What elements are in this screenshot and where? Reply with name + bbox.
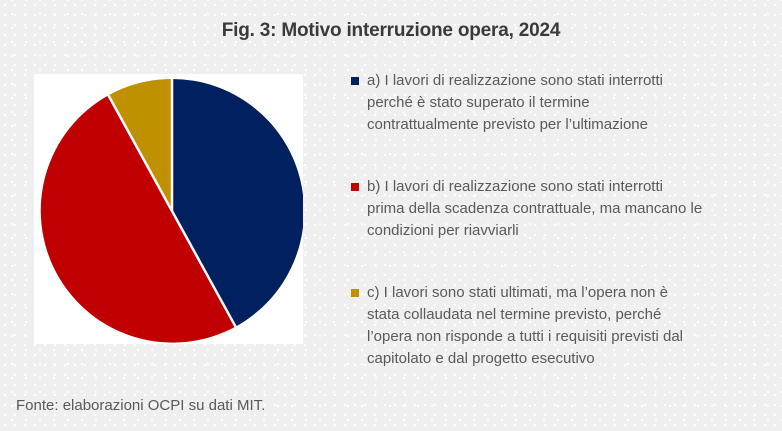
legend-marker-c [351, 289, 359, 297]
legend-marker-b [351, 183, 359, 191]
pie-slice-separator [107, 94, 174, 212]
legend-item-a: a) I lavori di realizzazione sono stati … [351, 70, 775, 136]
figure-title: Fig. 3: Motivo interruzione opera, 2024 [221, 20, 561, 41]
pie-slice-c [108, 79, 172, 211]
pie-panel [34, 74, 303, 344]
legend-label-c: c) I lavori sono stati ultimati, ma l’op… [367, 284, 684, 367]
source-note: Fonte: elaborazioni OCPI su dati MIT. [16, 397, 266, 414]
pie-slice-b [40, 95, 236, 343]
pie-slice-separator [170, 210, 237, 328]
pie-slice-a [172, 79, 303, 327]
legend: a) I lavori di realizzazione sono stati … [351, 70, 775, 370]
legend-label-b: b) I lavori di realizzazione sono stati … [367, 178, 703, 239]
pie-chart [40, 79, 303, 343]
legend-label-a: a) I lavori di realizzazione sono stati … [367, 72, 663, 133]
legend-marker-a [351, 77, 359, 85]
legend-item-b: b) I lavori di realizzazione sono stati … [351, 176, 775, 242]
legend-item-c: c) I lavori sono stati ultimati, ma l’op… [351, 282, 775, 370]
